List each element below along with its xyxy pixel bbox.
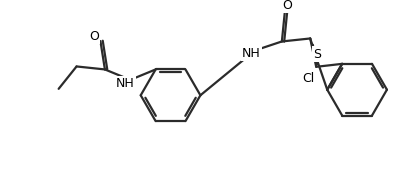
Text: S: S [313, 47, 321, 61]
Text: NH: NH [116, 77, 135, 90]
Text: Cl: Cl [302, 73, 315, 85]
Text: NH: NH [242, 47, 261, 60]
Text: O: O [282, 0, 292, 12]
Text: O: O [89, 30, 99, 43]
